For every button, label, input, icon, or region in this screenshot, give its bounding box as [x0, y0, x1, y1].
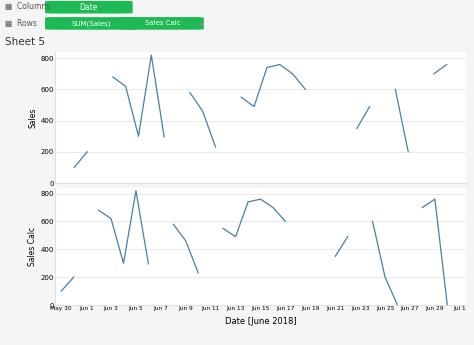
FancyBboxPatch shape: [45, 17, 137, 30]
FancyBboxPatch shape: [121, 17, 204, 30]
Text: ▦  Columns: ▦ Columns: [5, 2, 50, 11]
Text: Sheet 5: Sheet 5: [5, 37, 45, 47]
Y-axis label: Sales Calc: Sales Calc: [28, 227, 37, 266]
X-axis label: Date [June 2018]: Date [June 2018]: [225, 317, 296, 326]
Text: Sales Calc: Sales Calc: [145, 20, 180, 27]
Y-axis label: Sales: Sales: [28, 107, 37, 128]
Text: ▦  Rows: ▦ Rows: [5, 19, 36, 28]
Text: ▲: ▲: [199, 21, 203, 26]
Text: SUM(Sales): SUM(Sales): [72, 20, 111, 27]
FancyBboxPatch shape: [45, 1, 133, 13]
Text: Date: Date: [80, 3, 98, 12]
